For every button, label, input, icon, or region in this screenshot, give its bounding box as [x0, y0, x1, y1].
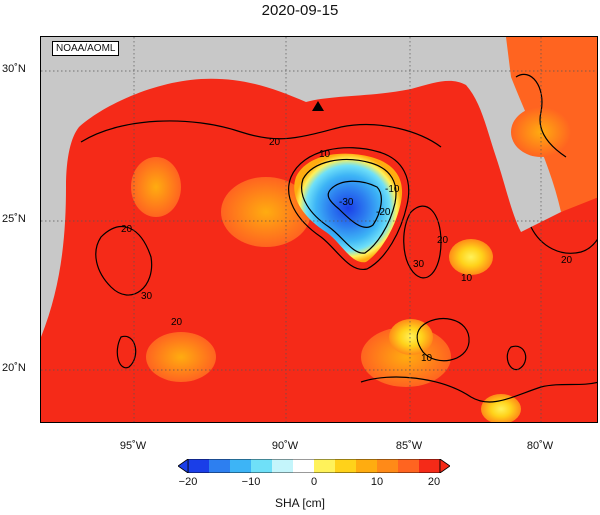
colorbar-cell: [293, 459, 315, 473]
colorbar-cell: [335, 459, 357, 473]
colorbar-cell: [314, 459, 336, 473]
colorbar-cell: [419, 459, 441, 473]
colorbar-cell: [356, 459, 378, 473]
warm-eddy: [389, 319, 433, 355]
lat-label: 30˚N: [2, 63, 26, 75]
lat-label: 25˚N: [2, 213, 26, 225]
lat-label: 20˚N: [2, 362, 26, 374]
colorbar-min-arrow: [178, 459, 189, 473]
contour-label-group: 10 20 30 -30 -20 -10 20 30 10 10 20 20 2…: [121, 137, 573, 364]
colorbar-title: SHA [cm]: [274, 496, 325, 510]
colorbar-tick: 20: [427, 476, 441, 488]
colorbar: [178, 459, 450, 473]
colorbar-cell: [188, 459, 210, 473]
contour-label: 10: [421, 353, 433, 364]
colorbar-tick: −20: [178, 476, 198, 488]
lon-label: 90˚W: [271, 440, 299, 452]
contour-label: 20: [121, 224, 133, 235]
map-canvas: 10 20 30 -30 -20 -10 20 30 10 10 20 20 2…: [41, 37, 597, 422]
colorbar-tick: 0: [310, 476, 318, 488]
lon-label: 85˚W: [395, 440, 423, 452]
colorbar-tick: 10: [370, 476, 384, 488]
colorbar-cell: [251, 459, 273, 473]
lon-label: 95˚W: [119, 440, 147, 452]
lon-label: 80˚W: [526, 440, 554, 452]
colorbar-cell: [377, 459, 399, 473]
warm-eddy: [481, 394, 521, 422]
contour-label: 30: [413, 259, 425, 270]
anomaly-patch: [131, 157, 181, 217]
colorbar-max-arrow: [439, 459, 450, 473]
colorbar-cell: [209, 459, 231, 473]
colorbar-cell: [230, 459, 252, 473]
contour-label: 10: [319, 149, 331, 160]
graticule: [41, 37, 597, 422]
cold-eddy: [294, 153, 403, 263]
contour-label: -10: [385, 184, 400, 195]
contour-label: 20: [269, 137, 281, 148]
contour-label: 20: [437, 235, 449, 246]
colorbar-cell: [272, 459, 294, 473]
colorbar-tick: −10: [241, 476, 261, 488]
contour-label: -30: [339, 197, 354, 208]
colorbar-cell: [398, 459, 420, 473]
contour-label: 10: [461, 273, 473, 284]
map-title: 2020-09-15: [261, 2, 339, 19]
contour-label: 20: [561, 255, 573, 266]
credit-label: NOAA/AOML: [52, 41, 120, 56]
contour-lines: [80, 73, 597, 403]
anomaly-patch: [146, 332, 216, 382]
warm-eddy: [449, 239, 493, 275]
contour-label: 30: [141, 291, 153, 302]
contour-label: 20: [171, 317, 183, 328]
sha-map: 10 20 30 -30 -20 -10 20 30 10 10 20 20 2…: [40, 36, 598, 423]
station-marker-icon: [312, 101, 324, 111]
contour-label: -20: [376, 207, 391, 218]
anomaly-patch: [511, 107, 571, 157]
